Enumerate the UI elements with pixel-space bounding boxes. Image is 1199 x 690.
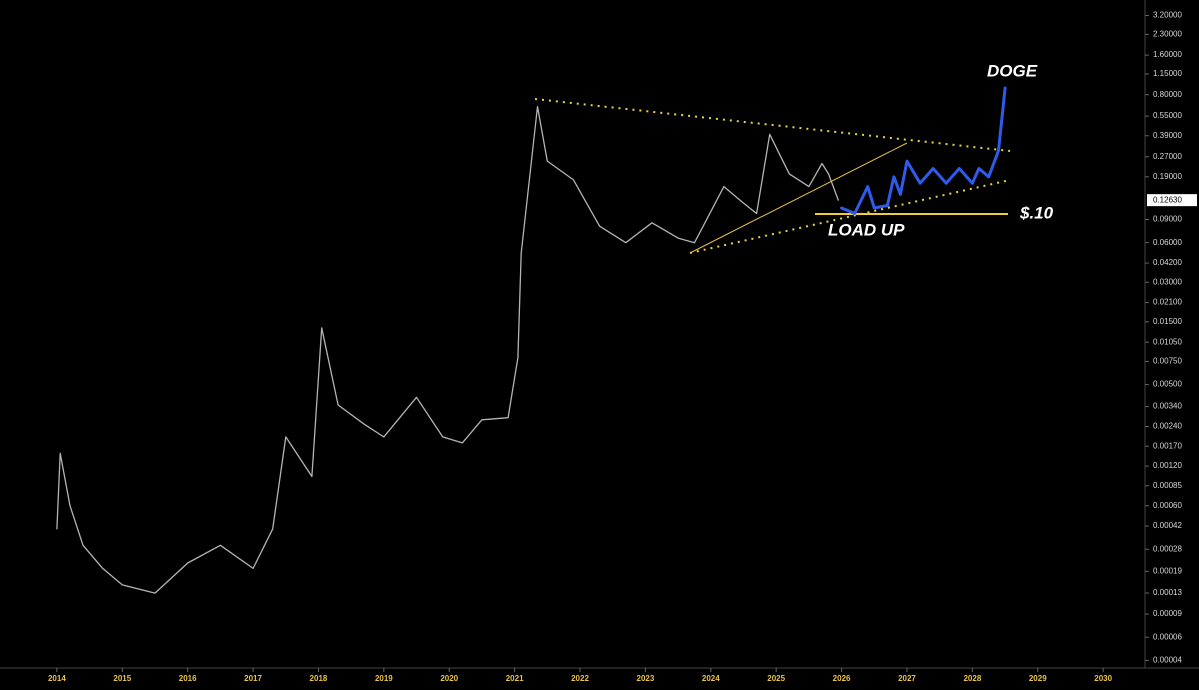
x-tick-label: 2030 bbox=[1094, 674, 1112, 683]
y-tick-label: 0.00120 bbox=[1153, 461, 1182, 470]
y-tick-label: 0.01500 bbox=[1153, 317, 1182, 326]
x-tick-label: 2018 bbox=[310, 674, 328, 683]
annotation: DOGE bbox=[987, 61, 1038, 80]
y-tick-label: 0.02100 bbox=[1153, 298, 1182, 307]
x-tick-label: 2015 bbox=[113, 674, 131, 683]
x-tick-label: 2020 bbox=[440, 674, 458, 683]
trendlines bbox=[534, 98, 1011, 254]
price-label: 0.12630 bbox=[1153, 195, 1182, 204]
y-tick-label: 0.00042 bbox=[1153, 521, 1182, 530]
y-tick-label: 0.09000 bbox=[1153, 215, 1182, 224]
y-tick-label: 0.80000 bbox=[1153, 90, 1182, 99]
y-tick-label: 1.60000 bbox=[1153, 50, 1182, 59]
y-tick-label: 2.30000 bbox=[1153, 30, 1182, 39]
y-tick-label: 0.03000 bbox=[1153, 277, 1182, 286]
y-tick-label: 0.04200 bbox=[1153, 258, 1182, 267]
x-tick-label: 2016 bbox=[179, 674, 197, 683]
y-tick-label: 0.00019 bbox=[1153, 566, 1182, 575]
channel-line bbox=[689, 142, 908, 254]
y-tick-label: 3.20000 bbox=[1153, 11, 1182, 20]
price-line bbox=[840, 86, 1007, 215]
annotation: LOAD UP bbox=[828, 220, 905, 239]
annotation: $.10 bbox=[1019, 203, 1054, 222]
y-tick-label: 0.00750 bbox=[1153, 357, 1182, 366]
y-tick-label: 0.00340 bbox=[1153, 402, 1182, 411]
y-tick-label: 0.00500 bbox=[1153, 380, 1182, 389]
y-tick-label: 0.00060 bbox=[1153, 501, 1182, 510]
x-tick-label: 2028 bbox=[963, 674, 981, 683]
x-tick-label: 2014 bbox=[48, 674, 66, 683]
y-tick-label: 0.00085 bbox=[1153, 481, 1182, 490]
x-tick-label: 2021 bbox=[506, 674, 524, 683]
y-tick-label: 0.00170 bbox=[1153, 441, 1182, 450]
x-tick-label: 2024 bbox=[702, 674, 720, 683]
upper-trendline bbox=[534, 98, 1011, 152]
x-tick-label: 2017 bbox=[244, 674, 262, 683]
y-tick-label: 0.01050 bbox=[1153, 337, 1182, 346]
y-tick-label: 0.06000 bbox=[1153, 238, 1182, 247]
x-tick-label: 2029 bbox=[1029, 674, 1047, 683]
x-tick-label: 2027 bbox=[898, 674, 916, 683]
x-tick-label: 2019 bbox=[375, 674, 393, 683]
x-tick-label: 2022 bbox=[571, 674, 589, 683]
y-tick-label: 0.00240 bbox=[1153, 422, 1182, 431]
y-tick-label: 0.27000 bbox=[1153, 152, 1182, 161]
x-tick-label: 2025 bbox=[767, 674, 785, 683]
y-tick-label: 0.39000 bbox=[1153, 131, 1182, 140]
y-tick-label: 0.55000 bbox=[1153, 111, 1182, 120]
price-label-box bbox=[1147, 194, 1197, 207]
price-line bbox=[56, 105, 839, 594]
x-tick-label: 2026 bbox=[833, 674, 851, 683]
y-tick-label: 0.19000 bbox=[1153, 172, 1182, 181]
y-tick-label: 0.00009 bbox=[1153, 609, 1182, 618]
y-tick-label: 0.00004 bbox=[1153, 655, 1182, 664]
lower-trendline bbox=[689, 179, 1011, 254]
y-tick-label: 0.00006 bbox=[1153, 632, 1182, 641]
y-tick-label: 0.00013 bbox=[1153, 588, 1182, 597]
x-tick-label: 2023 bbox=[637, 674, 655, 683]
y-tick-label: 0.00028 bbox=[1153, 544, 1182, 553]
y-tick-label: 1.15000 bbox=[1153, 69, 1182, 78]
